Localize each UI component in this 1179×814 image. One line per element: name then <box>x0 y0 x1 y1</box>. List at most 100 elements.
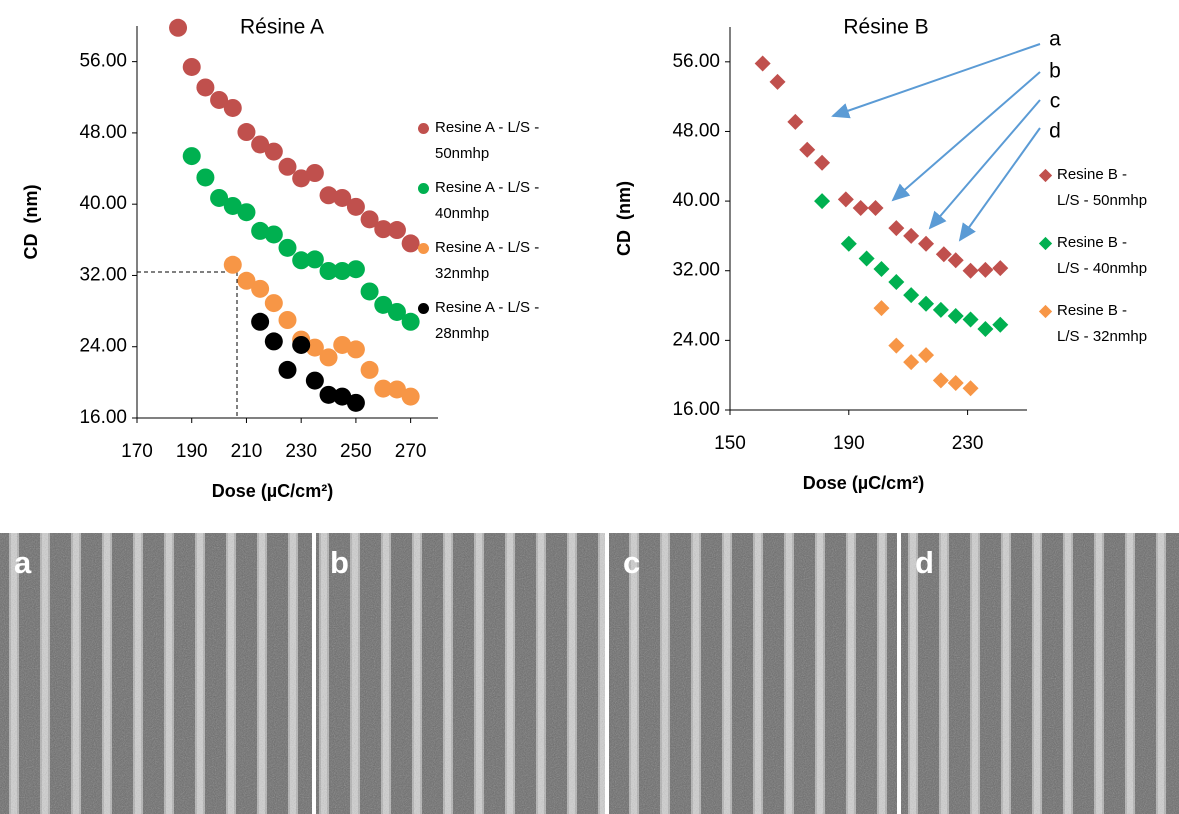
point <box>992 260 1009 277</box>
x-tick-label: 190 <box>833 433 865 454</box>
point <box>305 250 324 269</box>
legend-marker <box>418 303 429 314</box>
y-tick-label: 32.00 <box>672 260 720 281</box>
point <box>837 191 854 208</box>
x-tick-label: 230 <box>952 433 984 454</box>
point <box>977 321 994 338</box>
point <box>210 188 229 207</box>
point <box>223 98 242 117</box>
point <box>918 235 935 252</box>
legend-label: Resine A - L/S - 32nmhp <box>435 239 540 282</box>
point <box>292 169 311 188</box>
legend-label: Resine A - L/S - 40nmhp <box>435 179 540 222</box>
point <box>977 261 994 278</box>
point <box>333 335 352 354</box>
point <box>903 227 920 244</box>
charts: 16.00 24.00 32.00 40.00 48.00 56.00 170 190 210 2… <box>21 16 1061 501</box>
panel-label: a <box>14 545 32 580</box>
point <box>769 73 786 90</box>
point <box>264 332 283 351</box>
point <box>346 260 365 279</box>
point <box>333 262 352 280</box>
annotation: a <box>1049 28 1061 51</box>
point <box>196 78 215 97</box>
legend-marker <box>418 123 429 134</box>
sem-b: b <box>316 533 605 814</box>
point <box>251 279 270 298</box>
point <box>278 157 297 176</box>
x-tick-label: 150 <box>714 433 746 454</box>
point <box>888 337 905 354</box>
point <box>292 251 311 270</box>
point <box>401 312 420 331</box>
point <box>401 387 420 406</box>
point <box>360 282 379 301</box>
noise <box>0 533 1179 814</box>
annotation-arrow <box>831 43 1041 119</box>
point <box>852 200 869 217</box>
y-axis-title: CD (nm) <box>21 185 41 260</box>
x-tick-label: 250 <box>340 441 372 462</box>
y-tick-label: 56.00 <box>79 51 127 72</box>
point <box>333 387 352 406</box>
point <box>918 295 935 312</box>
point <box>932 301 949 318</box>
point <box>387 302 406 321</box>
point <box>251 135 270 154</box>
sem-a: a <box>0 533 312 814</box>
annotation-arrow <box>958 127 1041 242</box>
legend-marker <box>1038 304 1053 319</box>
point <box>182 147 201 166</box>
y-tick-label: 24.00 <box>79 336 127 357</box>
legend-label: Resine A - L/S - 28nmhp <box>435 299 540 342</box>
x-tick-label: 210 <box>231 441 263 462</box>
point <box>305 338 324 357</box>
legend-marker <box>1038 168 1053 183</box>
legend-item: Resine B - L/S - 32nmhp <box>1038 298 1152 350</box>
point <box>787 113 804 130</box>
x-tick-label: 230 <box>285 441 317 462</box>
point <box>319 348 338 367</box>
point <box>278 311 297 329</box>
annotation: b <box>1049 60 1061 83</box>
legend-marker <box>418 183 429 194</box>
point <box>962 380 979 397</box>
point <box>264 225 283 244</box>
legend-item: Resine A - L/S - 50nmhp <box>418 115 568 167</box>
point <box>182 57 201 76</box>
point <box>814 154 831 171</box>
point <box>888 220 905 237</box>
legend-marker <box>418 243 429 254</box>
point <box>903 354 920 371</box>
point <box>858 250 875 267</box>
point <box>319 262 338 280</box>
point <box>947 307 964 324</box>
y-tick-label: 48.00 <box>672 120 720 141</box>
x-axis-title: Dose (µC/cm²) <box>803 473 924 493</box>
point <box>319 385 338 404</box>
point <box>799 141 816 158</box>
point <box>873 260 890 277</box>
legend-label: Resine A - L/S - 50nmhp <box>435 119 540 162</box>
point <box>387 221 406 240</box>
point <box>237 271 256 290</box>
point <box>401 234 420 253</box>
point <box>992 316 1009 333</box>
legend-item: Resine B - L/S - 40nmhp <box>1038 230 1152 282</box>
y-tick-label: 16.00 <box>672 399 720 420</box>
y-axis-title: CD (nm) <box>614 181 634 256</box>
point <box>814 193 831 210</box>
legend-label: Resine B - L/S - 32nmhp <box>1057 302 1148 345</box>
point <box>223 255 242 274</box>
point <box>278 360 297 379</box>
y-tick-label: 32.00 <box>79 264 127 285</box>
legend-item: Resine A - L/S - 28nmhp <box>418 295 568 347</box>
point <box>305 164 324 182</box>
y-tick-label: 24.00 <box>672 329 720 350</box>
point <box>305 371 324 390</box>
point <box>360 210 379 229</box>
panel-label: d <box>915 545 934 580</box>
legend-label: Resine B - L/S - 50nmhp <box>1057 166 1148 209</box>
legend-label: Resine B - L/S - 40nmhp <box>1057 234 1148 277</box>
